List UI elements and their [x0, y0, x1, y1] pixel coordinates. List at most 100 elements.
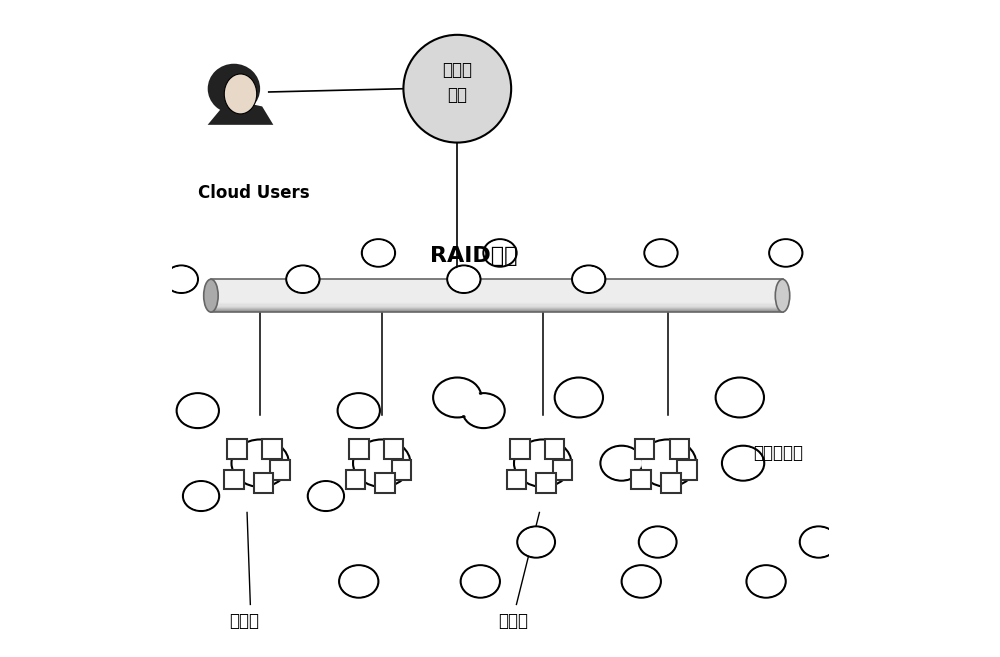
Bar: [211, 284, 783, 286]
Ellipse shape: [166, 267, 197, 292]
Bar: [211, 279, 783, 312]
Bar: [211, 289, 783, 290]
Bar: [211, 288, 783, 289]
Bar: [254, 473, 273, 493]
Bar: [262, 439, 282, 459]
Ellipse shape: [572, 265, 605, 293]
Ellipse shape: [555, 378, 603, 417]
Ellipse shape: [640, 528, 675, 556]
Ellipse shape: [644, 239, 678, 267]
Ellipse shape: [461, 565, 500, 598]
Ellipse shape: [771, 240, 801, 265]
Bar: [211, 306, 783, 307]
Bar: [227, 439, 247, 459]
Bar: [211, 283, 783, 284]
Ellipse shape: [639, 526, 677, 558]
Ellipse shape: [519, 528, 554, 556]
Bar: [211, 304, 783, 306]
Bar: [375, 473, 395, 493]
Bar: [211, 309, 783, 310]
Ellipse shape: [517, 526, 555, 558]
Ellipse shape: [483, 239, 517, 267]
Ellipse shape: [353, 440, 410, 487]
Bar: [392, 460, 411, 480]
Ellipse shape: [800, 526, 838, 558]
Ellipse shape: [355, 442, 408, 485]
Bar: [545, 439, 564, 459]
Ellipse shape: [639, 440, 696, 487]
Ellipse shape: [769, 239, 802, 267]
Ellipse shape: [231, 440, 289, 487]
Ellipse shape: [516, 442, 569, 485]
Ellipse shape: [641, 442, 694, 485]
Ellipse shape: [288, 267, 318, 292]
Bar: [211, 297, 783, 298]
Bar: [661, 473, 681, 493]
Ellipse shape: [464, 395, 503, 426]
Ellipse shape: [362, 239, 395, 267]
Ellipse shape: [309, 482, 343, 510]
Ellipse shape: [224, 74, 257, 114]
Bar: [211, 300, 783, 301]
Bar: [507, 470, 526, 489]
Ellipse shape: [746, 565, 786, 598]
Ellipse shape: [748, 566, 784, 597]
Ellipse shape: [573, 267, 604, 292]
Ellipse shape: [308, 481, 344, 511]
Ellipse shape: [433, 378, 481, 417]
Polygon shape: [208, 103, 273, 125]
Ellipse shape: [449, 267, 479, 292]
Bar: [211, 299, 783, 300]
Bar: [211, 279, 783, 281]
Ellipse shape: [57, 395, 96, 426]
Ellipse shape: [724, 447, 763, 479]
Ellipse shape: [339, 565, 378, 598]
Text: 云数据中心: 云数据中心: [753, 444, 803, 463]
Ellipse shape: [801, 528, 836, 556]
Ellipse shape: [183, 481, 219, 511]
Text: 云存储
系统: 云存储 系统: [442, 60, 472, 104]
Ellipse shape: [178, 395, 217, 426]
Bar: [211, 294, 783, 296]
Text: Cloud Users: Cloud Users: [198, 184, 309, 202]
Bar: [224, 470, 244, 489]
Bar: [384, 439, 403, 459]
Ellipse shape: [23, 482, 57, 510]
Ellipse shape: [447, 265, 480, 293]
Ellipse shape: [177, 393, 219, 428]
Ellipse shape: [286, 265, 320, 293]
Ellipse shape: [165, 265, 198, 293]
Bar: [211, 286, 783, 287]
Bar: [211, 302, 783, 304]
Bar: [211, 310, 783, 311]
Bar: [211, 290, 783, 291]
Text: RAID思想: RAID思想: [430, 246, 517, 266]
Bar: [635, 439, 654, 459]
Ellipse shape: [600, 445, 643, 481]
Ellipse shape: [55, 393, 97, 428]
Ellipse shape: [234, 442, 287, 485]
Bar: [211, 281, 783, 283]
Ellipse shape: [622, 565, 661, 598]
Bar: [211, 287, 783, 288]
Ellipse shape: [184, 482, 218, 510]
Bar: [510, 439, 530, 459]
Ellipse shape: [485, 240, 515, 265]
Circle shape: [403, 35, 511, 143]
Ellipse shape: [840, 378, 889, 417]
Ellipse shape: [646, 240, 676, 265]
Ellipse shape: [338, 393, 380, 428]
Ellipse shape: [842, 379, 887, 416]
Bar: [536, 473, 556, 493]
Bar: [553, 460, 572, 480]
Bar: [211, 298, 783, 299]
Ellipse shape: [339, 395, 378, 426]
Ellipse shape: [885, 447, 924, 479]
Ellipse shape: [341, 566, 377, 597]
Ellipse shape: [514, 440, 571, 487]
Ellipse shape: [462, 393, 505, 428]
Bar: [670, 439, 689, 459]
Ellipse shape: [435, 379, 480, 416]
Ellipse shape: [602, 447, 641, 479]
Ellipse shape: [883, 445, 925, 481]
